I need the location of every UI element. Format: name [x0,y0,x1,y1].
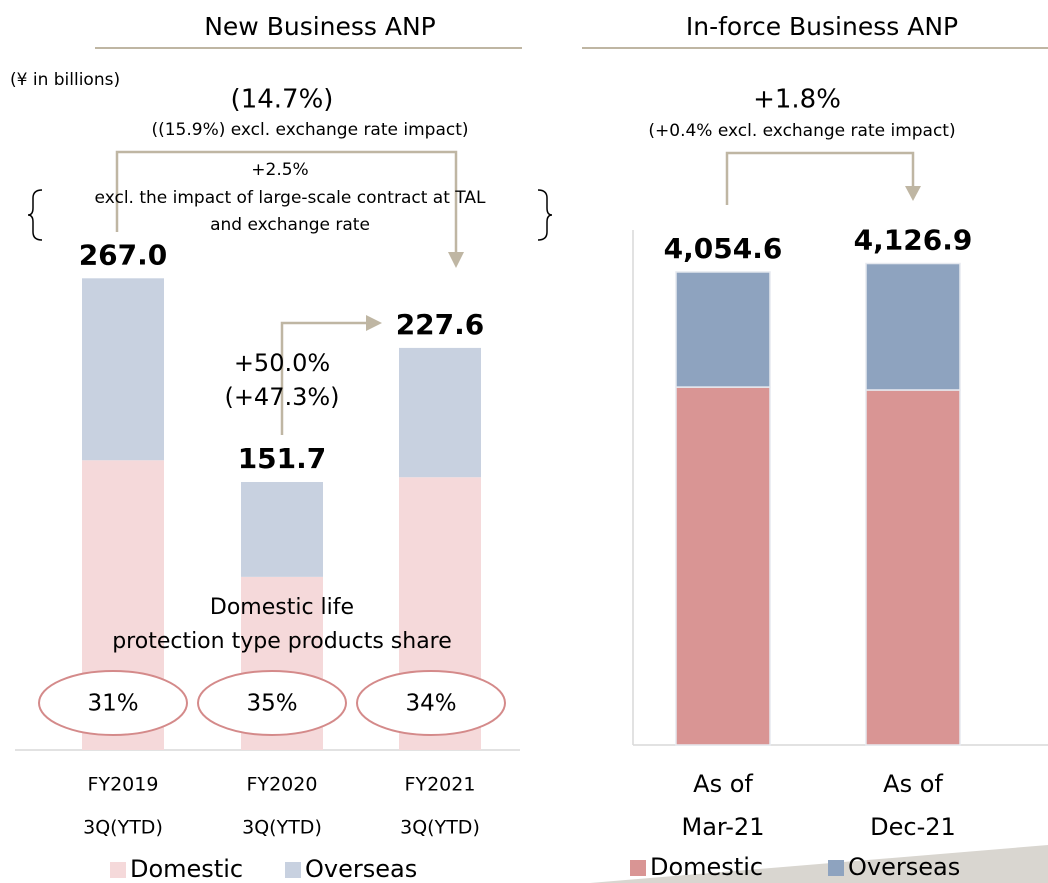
bar-segment [399,347,481,478]
unit-label: (¥ in billions) [10,70,120,90]
legend-swatch [285,862,301,878]
x-tick-label: 3Q(YTD) [400,817,480,839]
arrow [115,150,458,255]
bar-segment [675,386,771,746]
share-ellipse [197,670,347,736]
annotation: ((15.9%) excl. exchange rate impact) [151,120,468,140]
legend-label: Overseas [848,853,960,881]
arrow [725,151,915,205]
legend-swatch [828,860,844,876]
legend-swatch [110,862,126,878]
bar-segment [865,262,961,391]
share-ellipse [356,670,506,736]
bar-segment [241,481,323,577]
total-label: 151.7 [238,442,327,475]
chart-title: In-force Business ANP [686,12,958,41]
total-label: 4,054.6 [664,232,783,265]
annotation: +2.5% [251,160,308,180]
x-tick-label: 3Q(YTD) [83,817,163,839]
arrowhead [448,252,464,268]
arrow [280,321,370,435]
annotation: excl. the impact of large-scale contract… [95,188,486,208]
annotation: +1.8% [753,85,841,115]
legend-swatch [630,860,646,876]
legend-label: Domestic [650,853,763,881]
share-title: Domestic life [210,595,354,620]
share-ellipse [38,670,188,736]
total-label: 4,126.9 [854,224,973,257]
annotation: and exchange rate [210,215,370,235]
share-title: protection type products share [112,629,452,654]
x-tick-label: 3Q(YTD) [242,817,322,839]
arrowheads [366,186,921,331]
x-tick-label: As of [693,770,753,798]
annotation: (+0.4% excl. exchange rate impact) [648,121,955,141]
legend-backdrop [590,845,1048,883]
legend-label: Overseas [305,855,417,883]
total-label: 267.0 [79,238,168,271]
share-label: 34% [405,691,456,717]
annotation: +50.0% [234,349,330,377]
arrowhead [366,315,382,331]
share-label: 35% [246,691,297,717]
x-tick-label: As of [883,770,943,798]
chart-title: New Business ANP [204,12,436,41]
x-tick-label: Mar-21 [682,813,765,841]
total-label: 227.6 [396,308,485,341]
annotation: (+47.3%) [224,383,339,411]
bar-segment [865,389,961,746]
legend-label: Domestic [130,855,243,883]
x-tick-label: FY2021 [405,774,476,796]
arrowhead [905,186,921,201]
brace [27,189,43,241]
brace [537,189,553,241]
x-tick-label: Dec-21 [870,813,956,841]
x-tick-label: FY2020 [247,774,318,796]
annotation: (14.7%) [231,85,334,115]
x-tick-label: FY2019 [88,774,159,796]
share-label: 31% [87,691,138,717]
bar-segment [82,278,164,461]
arrows [115,150,915,435]
bar-segment [675,271,771,388]
